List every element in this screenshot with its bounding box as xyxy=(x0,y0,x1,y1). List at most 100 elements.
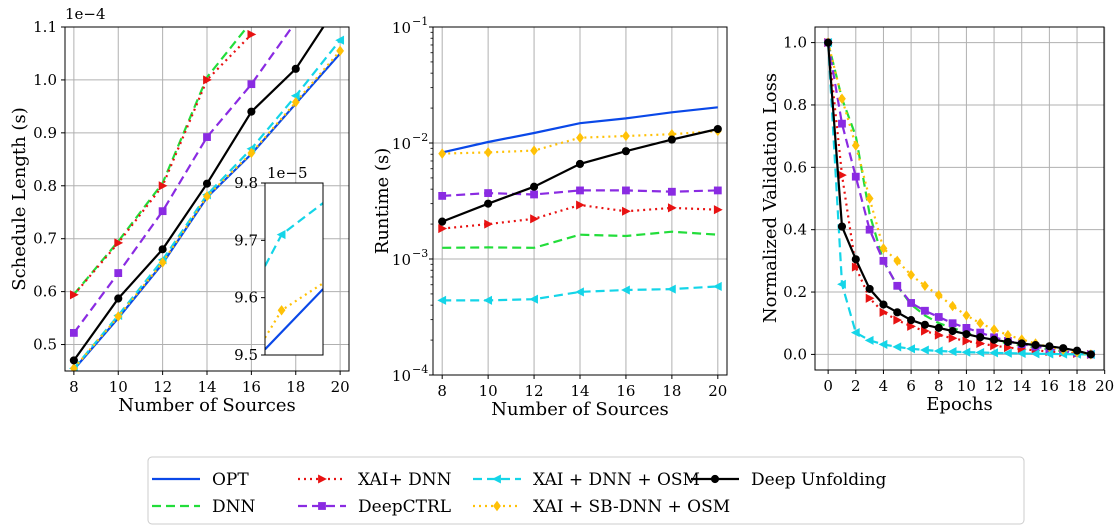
point-deepctrl xyxy=(158,207,167,216)
legend-label: Deep Unfolding xyxy=(751,470,887,490)
point-xai-sb-dnn-osm xyxy=(1003,329,1012,341)
point-deep-unfolding xyxy=(851,255,860,264)
point-deep-unfolding xyxy=(1017,339,1026,348)
point-deep-unfolding xyxy=(976,333,985,342)
series-line-opt xyxy=(441,106,718,154)
point-xai-dnn-osm xyxy=(712,281,722,291)
legend-label: DeepCTRL xyxy=(358,497,451,517)
point-deep-unfolding xyxy=(69,356,78,365)
point-deepctrl xyxy=(203,133,211,141)
point-deep-unfolding xyxy=(291,64,300,73)
legend-label: OPT xyxy=(212,470,249,490)
point-xai-dnn xyxy=(907,321,916,331)
point-xai-sb-dnn-osm xyxy=(948,300,957,312)
point-xai-dnn-osm xyxy=(933,346,943,356)
point-deepctrl xyxy=(622,186,630,195)
point-deep-unfolding xyxy=(824,38,833,47)
point-xai-dnn xyxy=(69,290,79,300)
x-tick-label: 4 xyxy=(879,377,889,395)
point-deep-unfolding xyxy=(247,107,256,116)
series-group xyxy=(69,27,345,371)
point-xai-dnn xyxy=(530,214,539,224)
point-deepctrl xyxy=(69,328,78,337)
point-deep-unfolding xyxy=(1045,342,1054,351)
point-deep-unfolding xyxy=(1003,337,1012,347)
inset-line-opt xyxy=(265,288,323,351)
x-tick-label: 8 xyxy=(69,378,79,396)
point-deepctrl xyxy=(576,186,584,195)
point-xai-sb-dnn-osm xyxy=(484,147,493,158)
x-tick-label: 14 xyxy=(197,378,216,396)
x-tick-label: 6 xyxy=(906,377,916,395)
grid xyxy=(815,27,1106,370)
y-tick-label: 0.2 xyxy=(783,283,807,301)
point-xai-sb-dnn-osm xyxy=(907,269,916,281)
point-xai-dnn-osm xyxy=(947,347,957,357)
legend-entry-dnn: DNN xyxy=(152,497,256,517)
point-deep-unfolding xyxy=(484,199,493,208)
legend-entry-xai-sb-dnn-osm: XAI + SB-DNN + OSM xyxy=(473,497,730,517)
point-deepctrl xyxy=(865,225,874,234)
point-xai-dnn-osm xyxy=(621,285,630,295)
x-tick-label: 20 xyxy=(331,378,350,396)
chart-panel-1: 8 10 12 14 16 18 20 0.5 0.6 0.7 0.8 0.9 1.0 1.1 Number… xyxy=(9,5,350,416)
point-xai-sb-dnn-osm xyxy=(438,148,447,159)
point-deep-unfolding xyxy=(1031,340,1040,350)
y-tick-exponent: −4 xyxy=(412,363,428,376)
point-xai-dnn-osm xyxy=(1044,349,1054,359)
point-deep-unfolding xyxy=(158,245,167,254)
inset-chart: 9.5 9.6 9.7 9.8 1e−5 xyxy=(234,164,324,364)
x-tick-label: 18 xyxy=(1067,377,1086,395)
point-xai-dnn xyxy=(247,29,257,39)
point-deepctrl xyxy=(713,186,722,195)
y-axis-label: Runtime (s) xyxy=(372,148,393,254)
x-tick-label: 10 xyxy=(479,382,498,400)
legend-entry-xai-dnn: XAI+ DNN xyxy=(298,470,452,490)
x-tick-label: 8 xyxy=(437,382,447,400)
y-tick-label: 0.0 xyxy=(783,345,807,363)
point-deep-unfolding xyxy=(713,124,722,134)
point-deepctrl xyxy=(948,319,957,328)
point-deep-unfolding xyxy=(893,308,902,317)
point-deep-unfolding xyxy=(948,326,957,336)
y-tick-label: 0.8 xyxy=(783,96,807,114)
point-xai-dnn xyxy=(948,333,958,343)
point-deep-unfolding xyxy=(907,316,916,325)
point-xai-dnn xyxy=(865,293,875,303)
x-tick-label: 2 xyxy=(851,377,861,395)
y-tick-label: 0.8 xyxy=(33,177,57,195)
legend-entry-opt: OPT xyxy=(152,470,249,490)
point-deepctrl xyxy=(667,187,676,196)
point-deepctrl xyxy=(976,328,985,337)
point-xai-dnn xyxy=(838,170,847,180)
point-xai-dnn-osm xyxy=(335,35,345,45)
point-xai-dnn xyxy=(976,338,986,349)
inset-y-tick-label: 9.8 xyxy=(234,174,258,192)
plot-frame xyxy=(814,26,1105,371)
point-xai-dnn-osm xyxy=(1003,348,1012,358)
x-tick-label: 12 xyxy=(153,378,172,396)
point-xai-dnn-osm xyxy=(864,335,874,345)
y-tick-label: 0.9 xyxy=(33,124,57,142)
point-xai-sb-dnn-osm xyxy=(336,45,345,57)
y-multiplier-label: 1e−4 xyxy=(65,5,106,23)
point-deep-unfolding xyxy=(529,182,539,191)
y-tick-label: 1.0 xyxy=(783,34,807,52)
point-xai-dnn xyxy=(934,330,944,340)
point-xai-dnn-osm xyxy=(989,348,998,358)
point-deepctrl xyxy=(921,306,929,315)
point-xai-sb-dnn-osm xyxy=(990,324,998,335)
point-xai-sb-dnn-osm xyxy=(247,147,256,159)
y-tick-label: 0.4 xyxy=(783,221,807,239)
point-xai-dnn xyxy=(576,200,585,210)
point-xai-dnn-osm xyxy=(920,345,929,355)
point-deep-unfolding xyxy=(934,323,943,332)
x-tick-label: 18 xyxy=(286,378,305,396)
point-deep-unfolding xyxy=(202,179,212,188)
point-deep-unfolding xyxy=(621,147,631,156)
inset-frame xyxy=(264,182,324,356)
series-line-xai-sb-dnn-osm xyxy=(827,42,1092,356)
point-xai-dnn-osm xyxy=(667,284,676,294)
y-tick-label: 0.7 xyxy=(33,230,57,248)
